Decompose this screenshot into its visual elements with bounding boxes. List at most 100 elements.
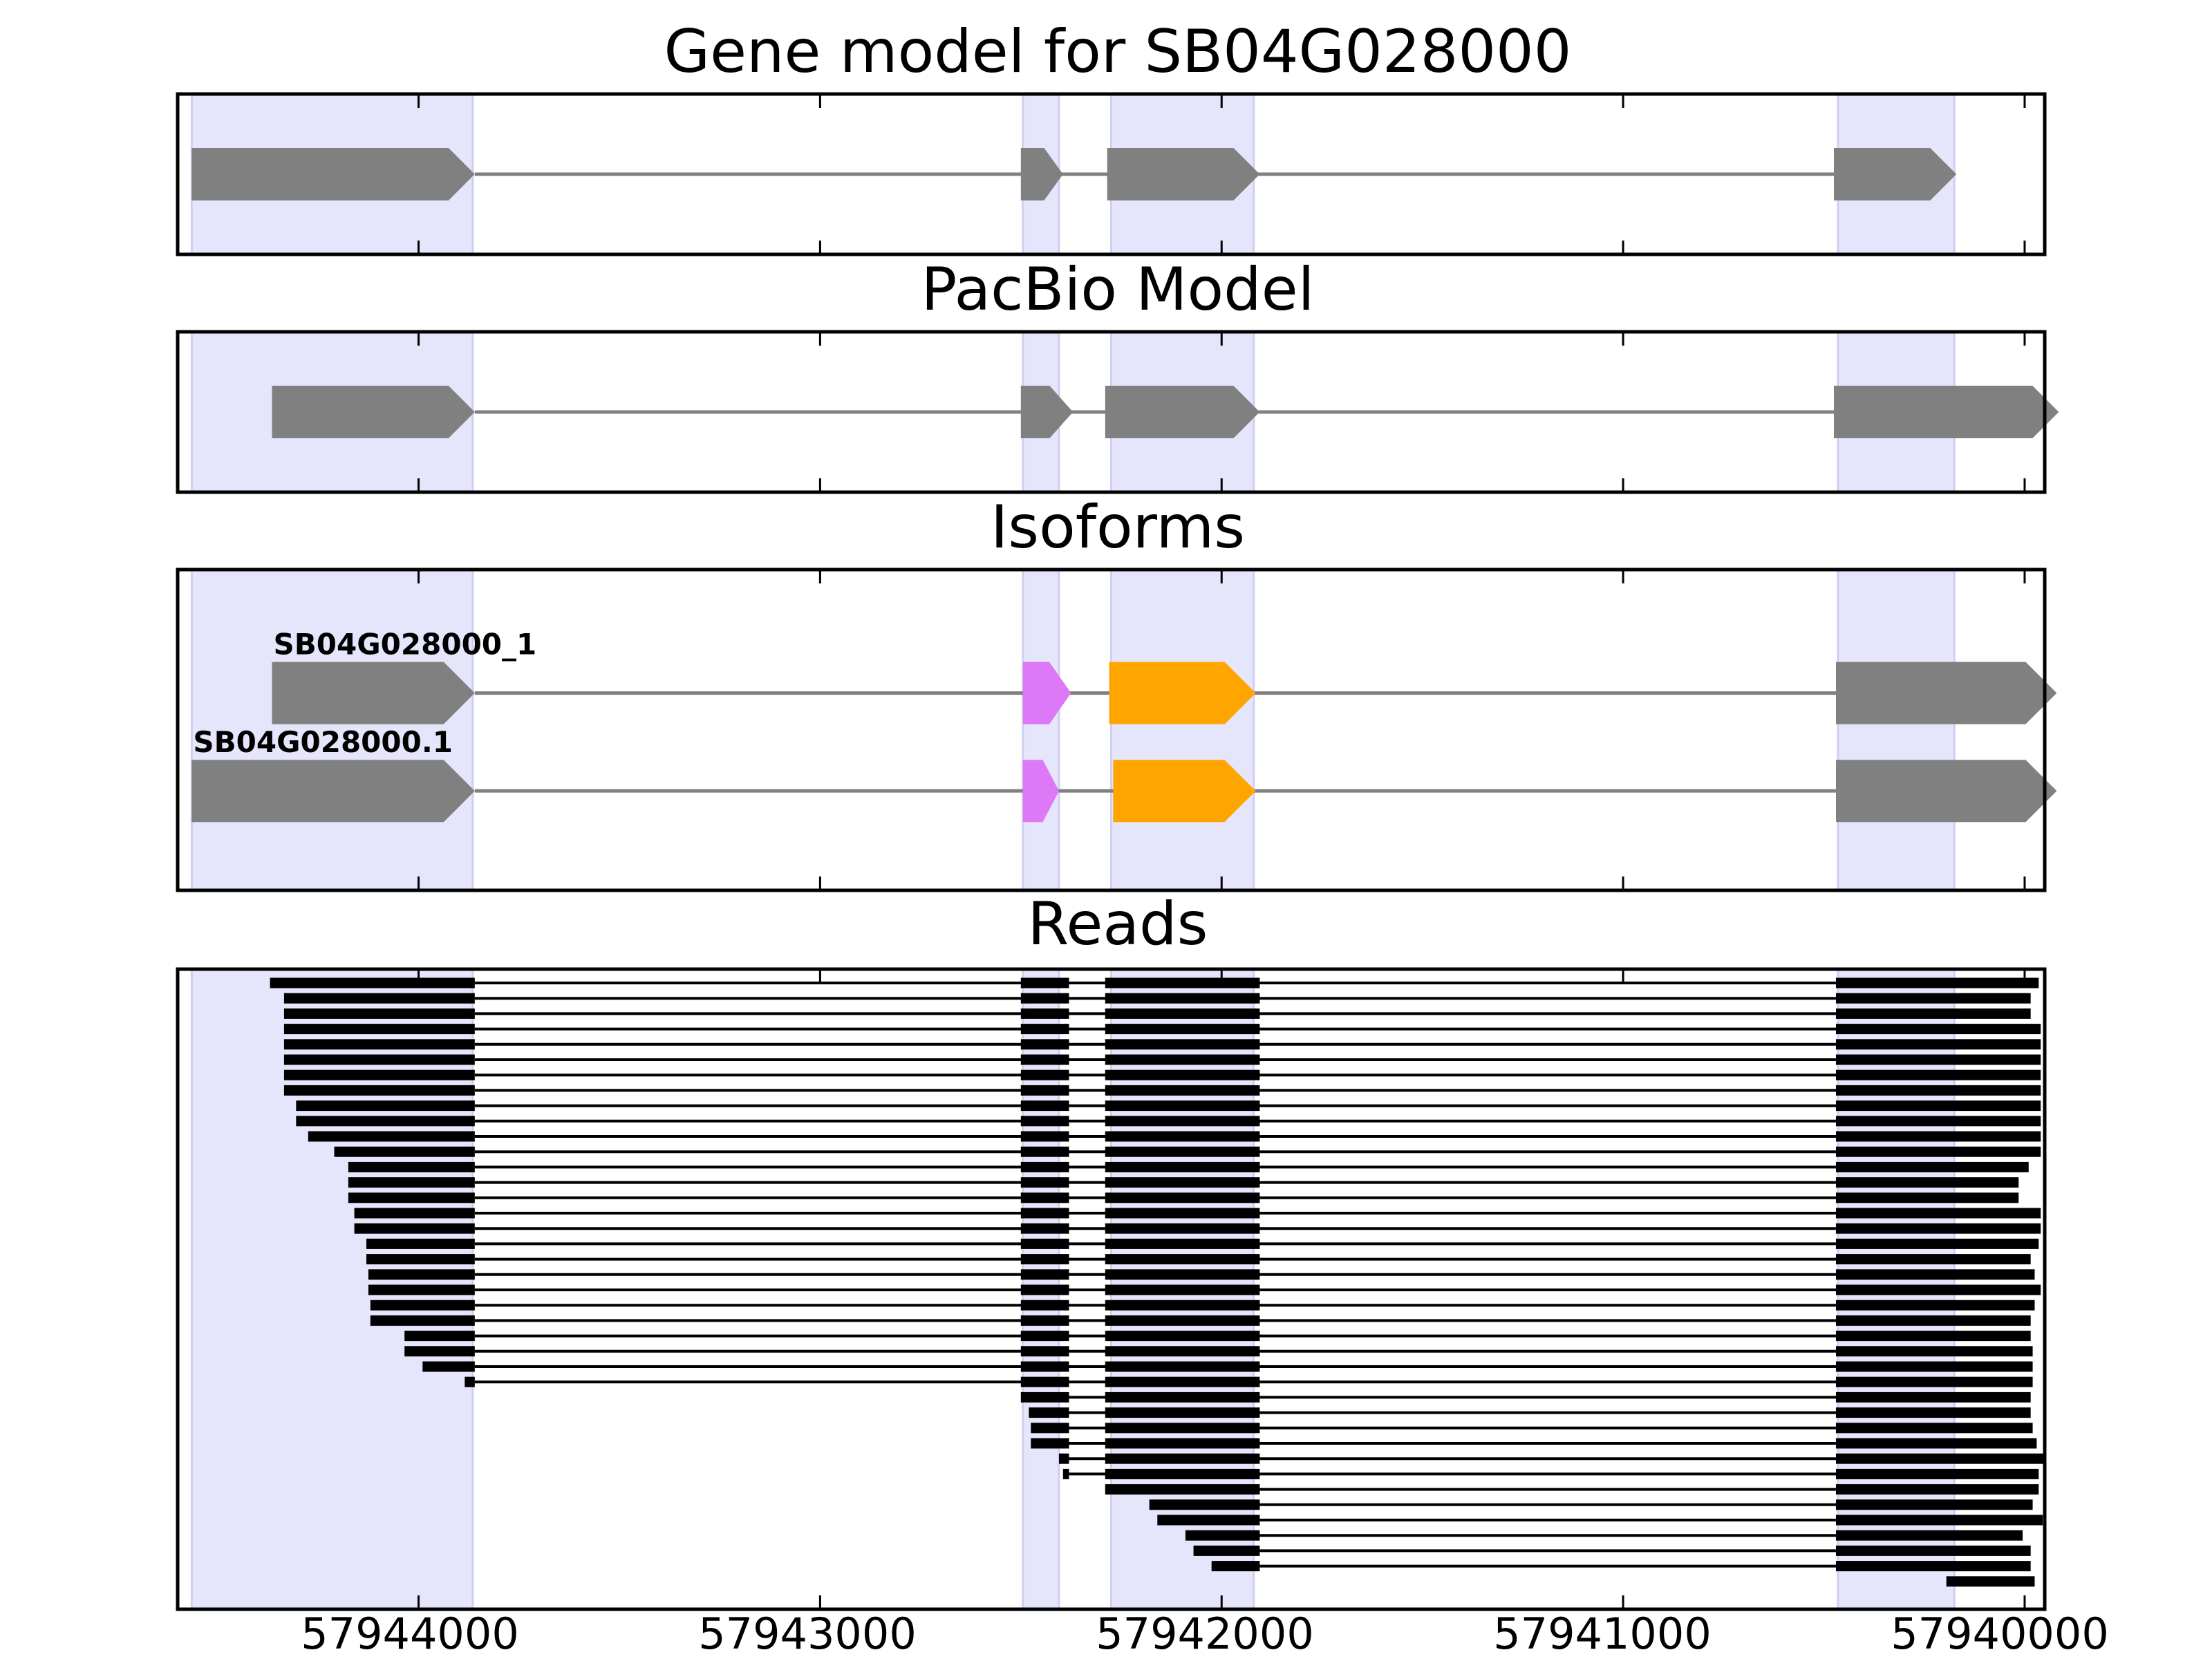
exon-arrow bbox=[1107, 148, 1260, 200]
read-exon bbox=[1105, 1100, 1260, 1112]
read-exon bbox=[283, 1069, 475, 1080]
plot-area: SB04G028000_1 SB04G028000.1 bbox=[176, 92, 2059, 1611]
read-exon bbox=[1105, 1423, 1260, 1434]
read-exon bbox=[1835, 1039, 2041, 1050]
read-exon bbox=[1105, 1131, 1260, 1142]
x-tick-label: 57942000 bbox=[1096, 1609, 1314, 1659]
read-exon bbox=[1835, 1238, 2039, 1249]
read-exon bbox=[1157, 1515, 1260, 1526]
read-exon bbox=[1835, 1346, 2033, 1357]
read-exon bbox=[1835, 1069, 2041, 1080]
highlight-region bbox=[1022, 568, 1060, 892]
x-tick-label: 57944000 bbox=[301, 1609, 519, 1659]
read-exon bbox=[1211, 1561, 1260, 1572]
exon-arrow bbox=[272, 386, 475, 438]
read-exon bbox=[1020, 1315, 1069, 1326]
read-exon bbox=[1193, 1545, 1260, 1556]
read-exon bbox=[1105, 1300, 1260, 1311]
read-exon bbox=[1020, 1223, 1069, 1234]
panel-1 bbox=[176, 92, 2047, 256]
read-exon bbox=[1105, 1146, 1260, 1157]
read-exon bbox=[1105, 1008, 1260, 1019]
read-exon bbox=[1020, 1146, 1069, 1157]
panel-title-reads: Reads bbox=[1028, 890, 1208, 959]
exon-arrow bbox=[1020, 386, 1074, 438]
read-exon bbox=[1029, 1407, 1069, 1418]
read-exon bbox=[1105, 1376, 1260, 1387]
read-exon bbox=[1020, 1346, 1069, 1357]
read-exon bbox=[1105, 993, 1260, 1004]
read-exon bbox=[1020, 1284, 1069, 1295]
read-exon bbox=[404, 1331, 475, 1342]
read-exon bbox=[1149, 1499, 1260, 1510]
read-exon bbox=[354, 1208, 475, 1219]
read-exon bbox=[1835, 977, 2039, 988]
read-exon bbox=[1835, 1453, 2045, 1464]
read-exon bbox=[1105, 1238, 1260, 1249]
read-exon bbox=[1020, 1024, 1069, 1035]
read-exon bbox=[1105, 1331, 1260, 1342]
read-exon bbox=[1105, 1208, 1260, 1219]
isoform-label: SB04G028000_1 bbox=[274, 628, 537, 662]
read-exon bbox=[1020, 1254, 1069, 1265]
x-tick-label: 57943000 bbox=[698, 1609, 917, 1659]
read-exon bbox=[1020, 1039, 1069, 1050]
exon-arrow bbox=[191, 148, 475, 200]
read-exon bbox=[368, 1284, 475, 1295]
read-exon bbox=[283, 1008, 475, 1019]
read-exon bbox=[1835, 1284, 2041, 1295]
read-exon bbox=[1105, 1192, 1260, 1203]
read-exon bbox=[370, 1300, 475, 1311]
read-exon bbox=[1020, 1208, 1069, 1219]
read-exon bbox=[1020, 993, 1069, 1004]
read-exon bbox=[1105, 1346, 1260, 1357]
read-exon bbox=[1835, 1331, 2031, 1342]
read-exon bbox=[1835, 1423, 2033, 1434]
read-exon bbox=[366, 1238, 475, 1249]
read-exon bbox=[1835, 1530, 2023, 1541]
read-exon bbox=[1105, 1269, 1260, 1280]
isoform-exon bbox=[1836, 760, 2057, 823]
read-exon bbox=[1835, 1223, 2041, 1234]
read-exon bbox=[334, 1146, 475, 1157]
read-exon bbox=[1105, 1284, 1260, 1295]
exon-arrow bbox=[1020, 148, 1063, 200]
read-exon bbox=[283, 1085, 475, 1096]
read-exon bbox=[1020, 1069, 1069, 1080]
panel-4 bbox=[176, 967, 2047, 1611]
read-exon bbox=[1835, 1024, 2041, 1035]
read-exon bbox=[283, 1054, 475, 1065]
read-exon bbox=[1105, 1315, 1260, 1326]
read-exon bbox=[1020, 1131, 1069, 1142]
read-exon bbox=[368, 1269, 475, 1280]
read-exon bbox=[1020, 1100, 1069, 1112]
read-exon bbox=[1835, 1407, 2031, 1418]
read-exon bbox=[1835, 1515, 2043, 1526]
read-exon bbox=[1835, 1131, 2041, 1142]
read-exon bbox=[1105, 1116, 1260, 1127]
read-exon bbox=[1835, 1468, 2039, 1479]
read-exon bbox=[1835, 1438, 2037, 1449]
read-exon bbox=[1020, 1085, 1069, 1096]
read-exon bbox=[1835, 1008, 2031, 1019]
read-exon bbox=[1105, 1453, 1260, 1464]
isoform-exon bbox=[1113, 760, 1256, 823]
read-exon bbox=[1105, 1161, 1260, 1172]
read-exon bbox=[1835, 1254, 2031, 1265]
read-exon bbox=[1835, 1177, 2019, 1188]
read-exon bbox=[348, 1161, 475, 1172]
read-exon bbox=[1835, 1391, 2031, 1403]
panel-frame bbox=[176, 967, 2047, 1611]
read-exon bbox=[308, 1131, 475, 1142]
read-exon bbox=[296, 1100, 475, 1112]
read-exon bbox=[1835, 1100, 2041, 1112]
read-exon bbox=[1020, 1192, 1069, 1203]
read-exon bbox=[1835, 1300, 2035, 1311]
read-exon bbox=[270, 977, 475, 988]
read-exon bbox=[1105, 1223, 1260, 1234]
read-exon bbox=[283, 1039, 475, 1050]
panel-2 bbox=[176, 330, 2059, 494]
read-exon bbox=[1020, 1008, 1069, 1019]
read-exon bbox=[1946, 1576, 2035, 1587]
